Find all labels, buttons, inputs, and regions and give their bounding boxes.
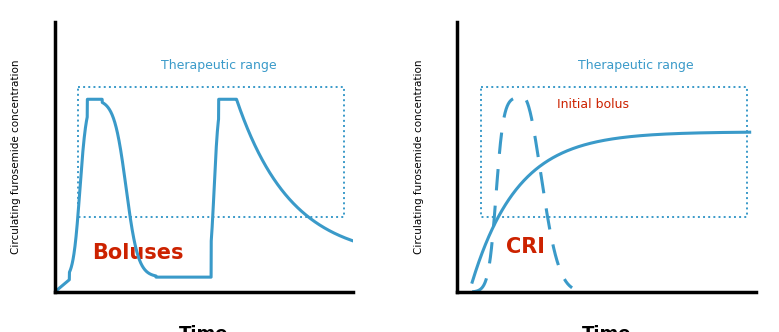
Text: Boluses: Boluses (93, 243, 184, 263)
Text: Therapeutic range: Therapeutic range (579, 59, 694, 72)
Text: CRI: CRI (506, 237, 545, 257)
Text: Time: Time (582, 325, 631, 332)
Text: Circulating furosemide concentration: Circulating furosemide concentration (11, 60, 21, 254)
Text: Initial bolus: Initial bolus (557, 98, 629, 111)
Text: Therapeutic range: Therapeutic range (160, 59, 277, 72)
Text: Time: Time (179, 325, 228, 332)
Text: Circulating furosemide concentration: Circulating furosemide concentration (414, 60, 424, 254)
